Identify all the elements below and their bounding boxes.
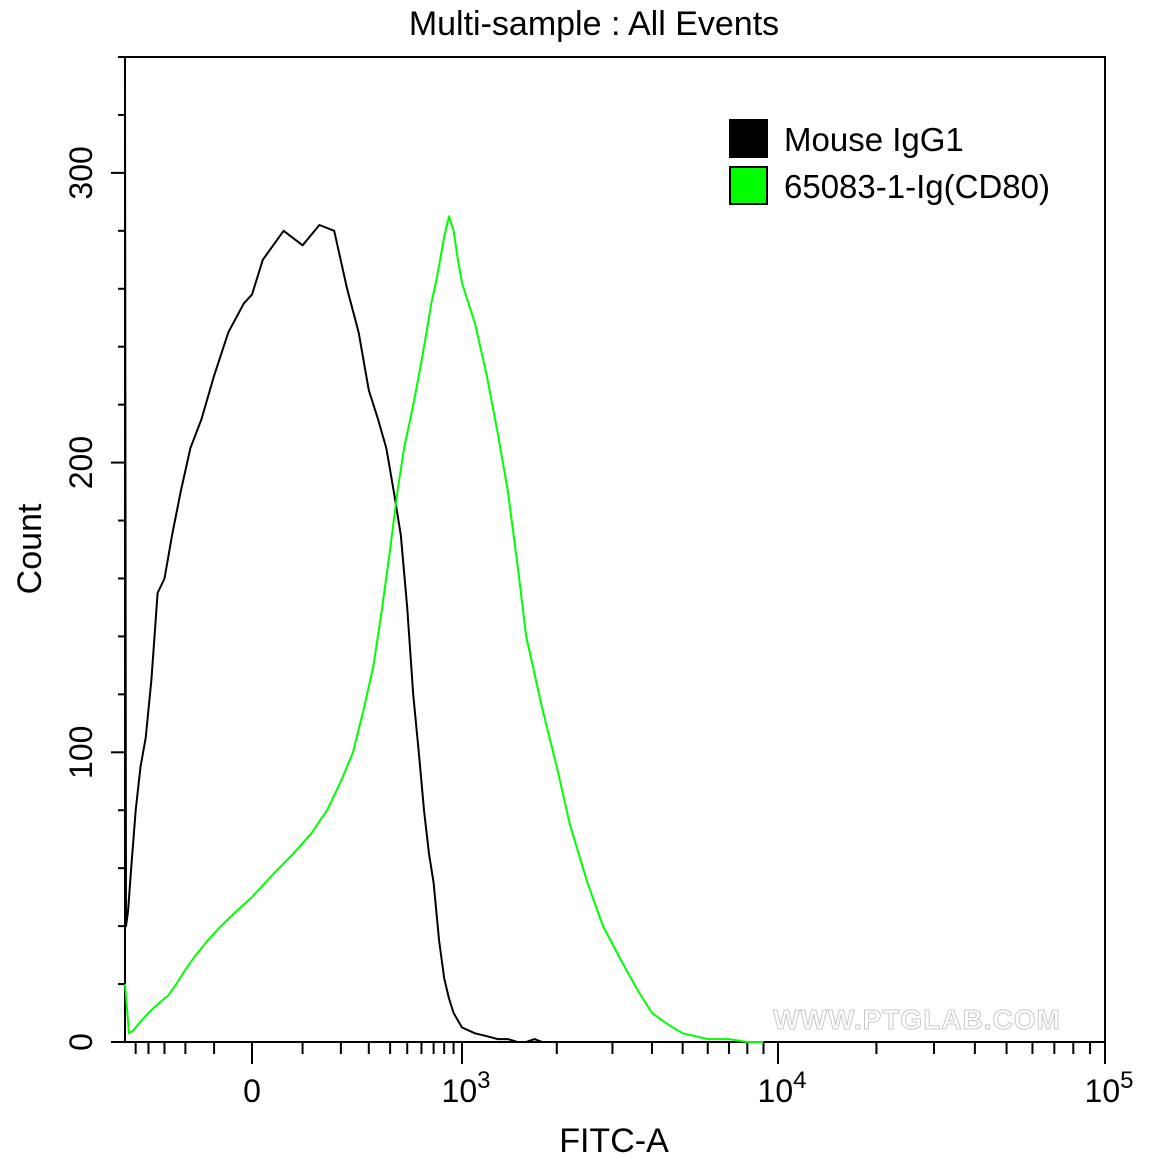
x-axis-label: FITC-A bbox=[559, 1122, 669, 1159]
y-tick-label: 300 bbox=[63, 146, 99, 199]
ticks-layer: 0 100 200 300 0 103 104 105 bbox=[63, 56, 1134, 1109]
legend: Mouse IgG1 65083-1-Ig(CD80) bbox=[729, 119, 1050, 205]
watermark-text: WWW.PTGLAB.COM bbox=[773, 1004, 1061, 1035]
legend-label: Mouse IgG1 bbox=[784, 121, 964, 158]
series-layer bbox=[124, 85, 764, 1043]
series-cd80-line bbox=[124, 215, 764, 1043]
x-tick-exponent: 3 bbox=[477, 1067, 490, 1094]
x-tick-label: 103 bbox=[442, 1067, 491, 1109]
series-mouse-igg1-line bbox=[124, 85, 570, 1043]
x-tick-label: 105 bbox=[1085, 1067, 1134, 1109]
y-axis-label: Count bbox=[11, 503, 49, 594]
chart-title: Multi-sample : All Events bbox=[409, 5, 779, 43]
y-tick-label: 100 bbox=[63, 726, 99, 779]
x-tick-label: 104 bbox=[758, 1067, 807, 1109]
x-tick-exponent: 5 bbox=[1120, 1067, 1133, 1094]
legend-label: 65083-1-Ig(CD80) bbox=[784, 168, 1050, 205]
y-tick-label: 200 bbox=[63, 436, 99, 489]
x-tick-label: 0 bbox=[243, 1073, 261, 1109]
legend-swatch bbox=[729, 119, 768, 158]
legend-swatch bbox=[729, 166, 768, 205]
y-tick-label: 0 bbox=[63, 1033, 99, 1051]
x-tick-exponent: 4 bbox=[793, 1067, 806, 1094]
